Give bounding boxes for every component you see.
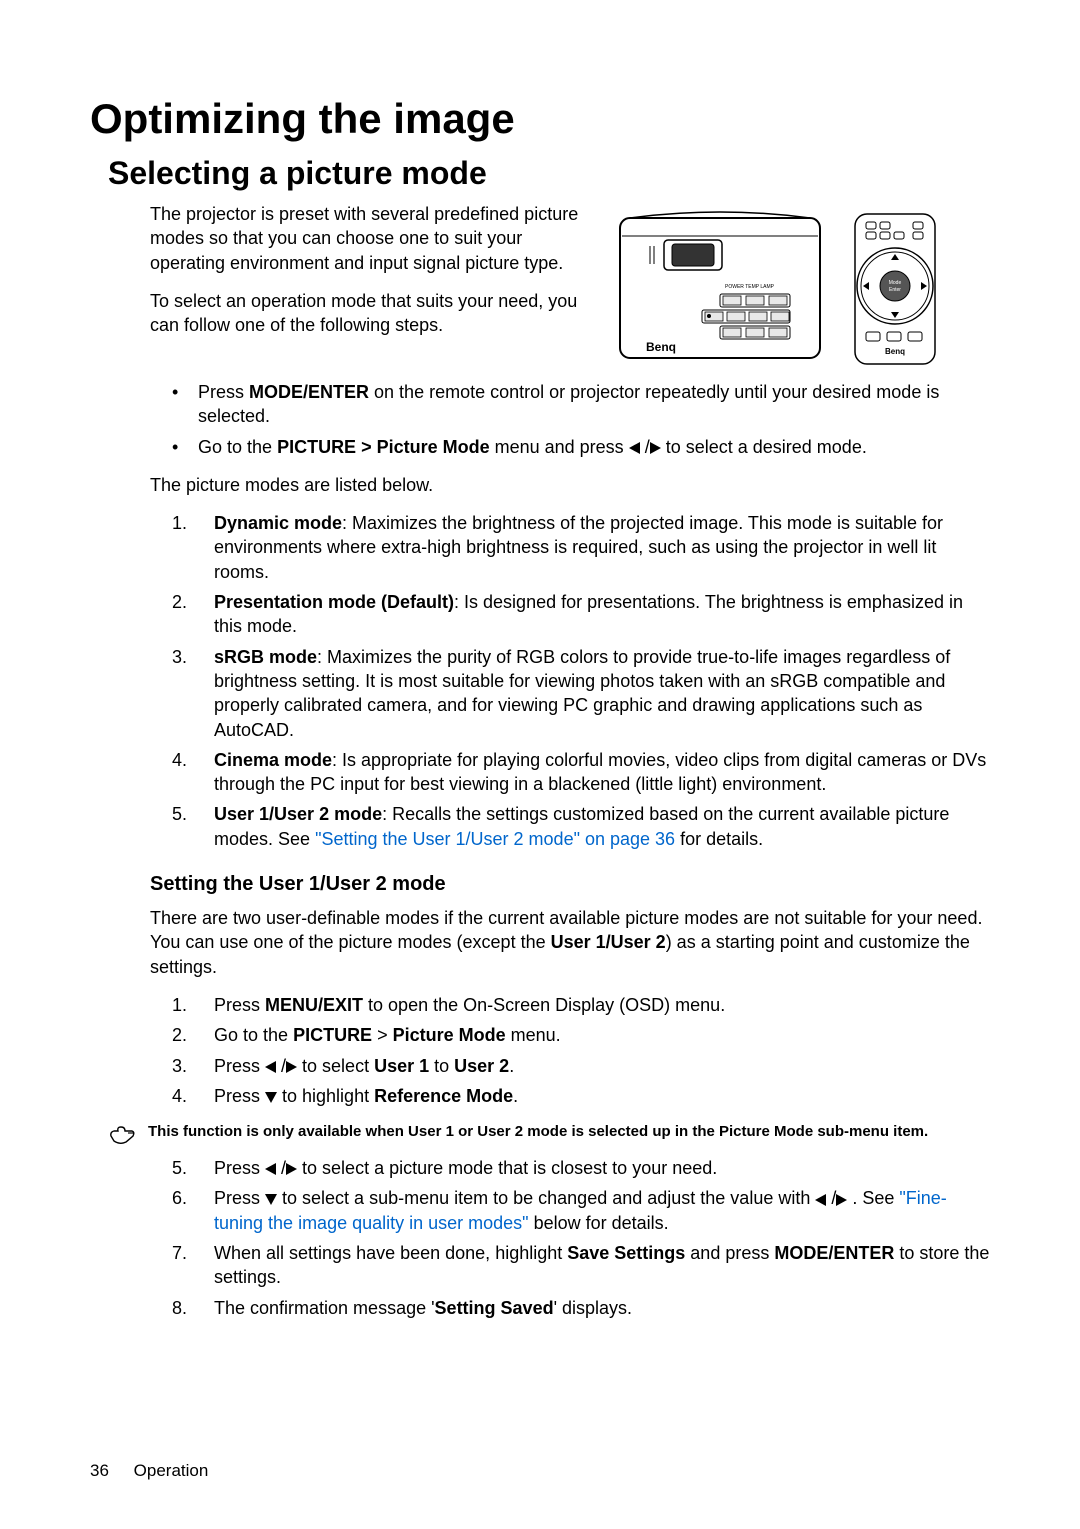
intro-paragraph-2: To select an operation mode that suits y… [150, 289, 590, 338]
list-item: When all settings have been done, highli… [172, 1241, 990, 1290]
left-arrow-icon [629, 442, 640, 454]
user-mode-steps-2: Press / to select a picture mode that is… [172, 1156, 990, 1320]
footer-section-name: Operation [134, 1461, 209, 1480]
list-item: Press / to select a picture mode that is… [172, 1156, 990, 1180]
modes-intro: The picture modes are listed below. [150, 473, 990, 497]
left-arrow-icon [265, 1163, 276, 1175]
list-item: Dynamic mode: Maximizes the brightness o… [172, 511, 990, 584]
intro-wrap: The projector is preset with several pre… [90, 202, 990, 366]
list-item: User 1/User 2 mode: Recalls the settings… [172, 802, 990, 851]
bullet-item: Go to the PICTURE > Picture Mode menu an… [172, 435, 990, 459]
select-mode-steps: Press MODE/ENTER on the remote control o… [172, 380, 990, 459]
down-arrow-icon [265, 1092, 277, 1103]
list-item: Press to select a sub-menu item to be ch… [172, 1186, 990, 1235]
cross-ref-link[interactable]: "Setting the User 1/User 2 mode" on page… [315, 829, 675, 849]
intro-text: The projector is preset with several pre… [150, 202, 590, 351]
projector-and-remote-illustration: POWER TEMP LAMP Benq Mode Enter [610, 206, 950, 366]
right-arrow-icon [650, 442, 661, 454]
intro-paragraph-1: The projector is preset with several pre… [150, 202, 590, 275]
svg-text:Enter: Enter [889, 287, 901, 293]
list-item: The confirmation message 'Setting Saved'… [172, 1296, 990, 1320]
list-item: Press / to select User 1 to User 2. [172, 1054, 990, 1078]
svg-text:Benq: Benq [646, 340, 676, 354]
list-item: Presentation mode (Default): Is designed… [172, 590, 990, 639]
note: This function is only available when Use… [108, 1122, 980, 1146]
list-item: sRGB mode: Maximizes the purity of RGB c… [172, 645, 990, 742]
left-arrow-icon [265, 1061, 276, 1073]
right-arrow-icon [286, 1061, 297, 1073]
bullet-item: Press MODE/ENTER on the remote control o… [172, 380, 990, 429]
list-item: Cinema mode: Is appropriate for playing … [172, 748, 990, 797]
list-item: Go to the PICTURE > Picture Mode menu. [172, 1023, 990, 1047]
section-heading: Selecting a picture mode [108, 155, 990, 192]
subsection-heading: Setting the User 1/User 2 mode [150, 873, 990, 896]
down-arrow-icon [265, 1194, 277, 1205]
svg-text:Benq: Benq [885, 347, 905, 356]
page-number: 36 [90, 1461, 109, 1480]
user-mode-intro: There are two user-definable modes if th… [150, 906, 990, 979]
note-text: This function is only available when Use… [148, 1122, 928, 1142]
svg-text:Mode: Mode [889, 280, 902, 286]
modes-list: Dynamic mode: Maximizes the brightness o… [172, 511, 990, 851]
list-item: Press MENU/EXIT to open the On-Screen Di… [172, 993, 990, 1017]
left-arrow-icon [815, 1194, 826, 1206]
page-title: Optimizing the image [90, 95, 990, 143]
page-footer: 36 Operation [90, 1461, 208, 1481]
list-item: Press to highlight Reference Mode. [172, 1084, 990, 1108]
right-arrow-icon [286, 1163, 297, 1175]
user-mode-steps-1: Press MENU/EXIT to open the On-Screen Di… [172, 993, 990, 1108]
note-hand-icon [108, 1124, 136, 1146]
svg-text:POWER TEMP LAMP: POWER TEMP LAMP [725, 284, 775, 290]
right-arrow-icon [836, 1194, 847, 1206]
